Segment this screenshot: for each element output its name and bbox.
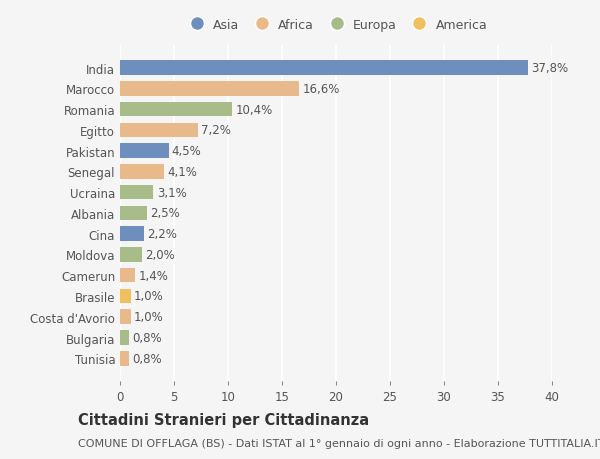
- Text: 7,2%: 7,2%: [201, 124, 231, 137]
- Text: 1,4%: 1,4%: [139, 269, 168, 282]
- Text: 16,6%: 16,6%: [302, 83, 340, 95]
- Bar: [120, 227, 144, 241]
- Text: 37,8%: 37,8%: [532, 62, 569, 75]
- Bar: [120, 330, 128, 345]
- Bar: [120, 269, 135, 283]
- Text: 1,0%: 1,0%: [134, 290, 164, 303]
- Text: 0,8%: 0,8%: [132, 352, 161, 365]
- Bar: [120, 61, 528, 76]
- Bar: [120, 102, 232, 117]
- Text: Cittadini Stranieri per Cittadinanza: Cittadini Stranieri per Cittadinanza: [78, 413, 369, 428]
- Bar: [120, 351, 128, 366]
- Legend: Asia, Africa, Europa, America: Asia, Africa, Europa, America: [185, 19, 487, 32]
- Bar: [120, 310, 131, 325]
- Bar: [120, 206, 147, 221]
- Text: 4,1%: 4,1%: [167, 166, 197, 179]
- Text: 2,5%: 2,5%: [150, 207, 180, 220]
- Text: 3,1%: 3,1%: [157, 186, 187, 199]
- Text: COMUNE DI OFFLAGA (BS) - Dati ISTAT al 1° gennaio di ogni anno - Elaborazione TU: COMUNE DI OFFLAGA (BS) - Dati ISTAT al 1…: [78, 438, 600, 448]
- Text: 4,5%: 4,5%: [172, 145, 202, 158]
- Bar: [120, 289, 131, 303]
- Bar: [120, 247, 142, 262]
- Text: 2,2%: 2,2%: [147, 228, 177, 241]
- Bar: [120, 144, 169, 158]
- Text: 10,4%: 10,4%: [236, 103, 273, 116]
- Bar: [120, 165, 164, 179]
- Text: 0,8%: 0,8%: [132, 331, 161, 344]
- Bar: [120, 82, 299, 96]
- Text: 1,0%: 1,0%: [134, 311, 164, 324]
- Text: 2,0%: 2,0%: [145, 248, 175, 261]
- Bar: [120, 185, 154, 200]
- Bar: [120, 123, 198, 138]
